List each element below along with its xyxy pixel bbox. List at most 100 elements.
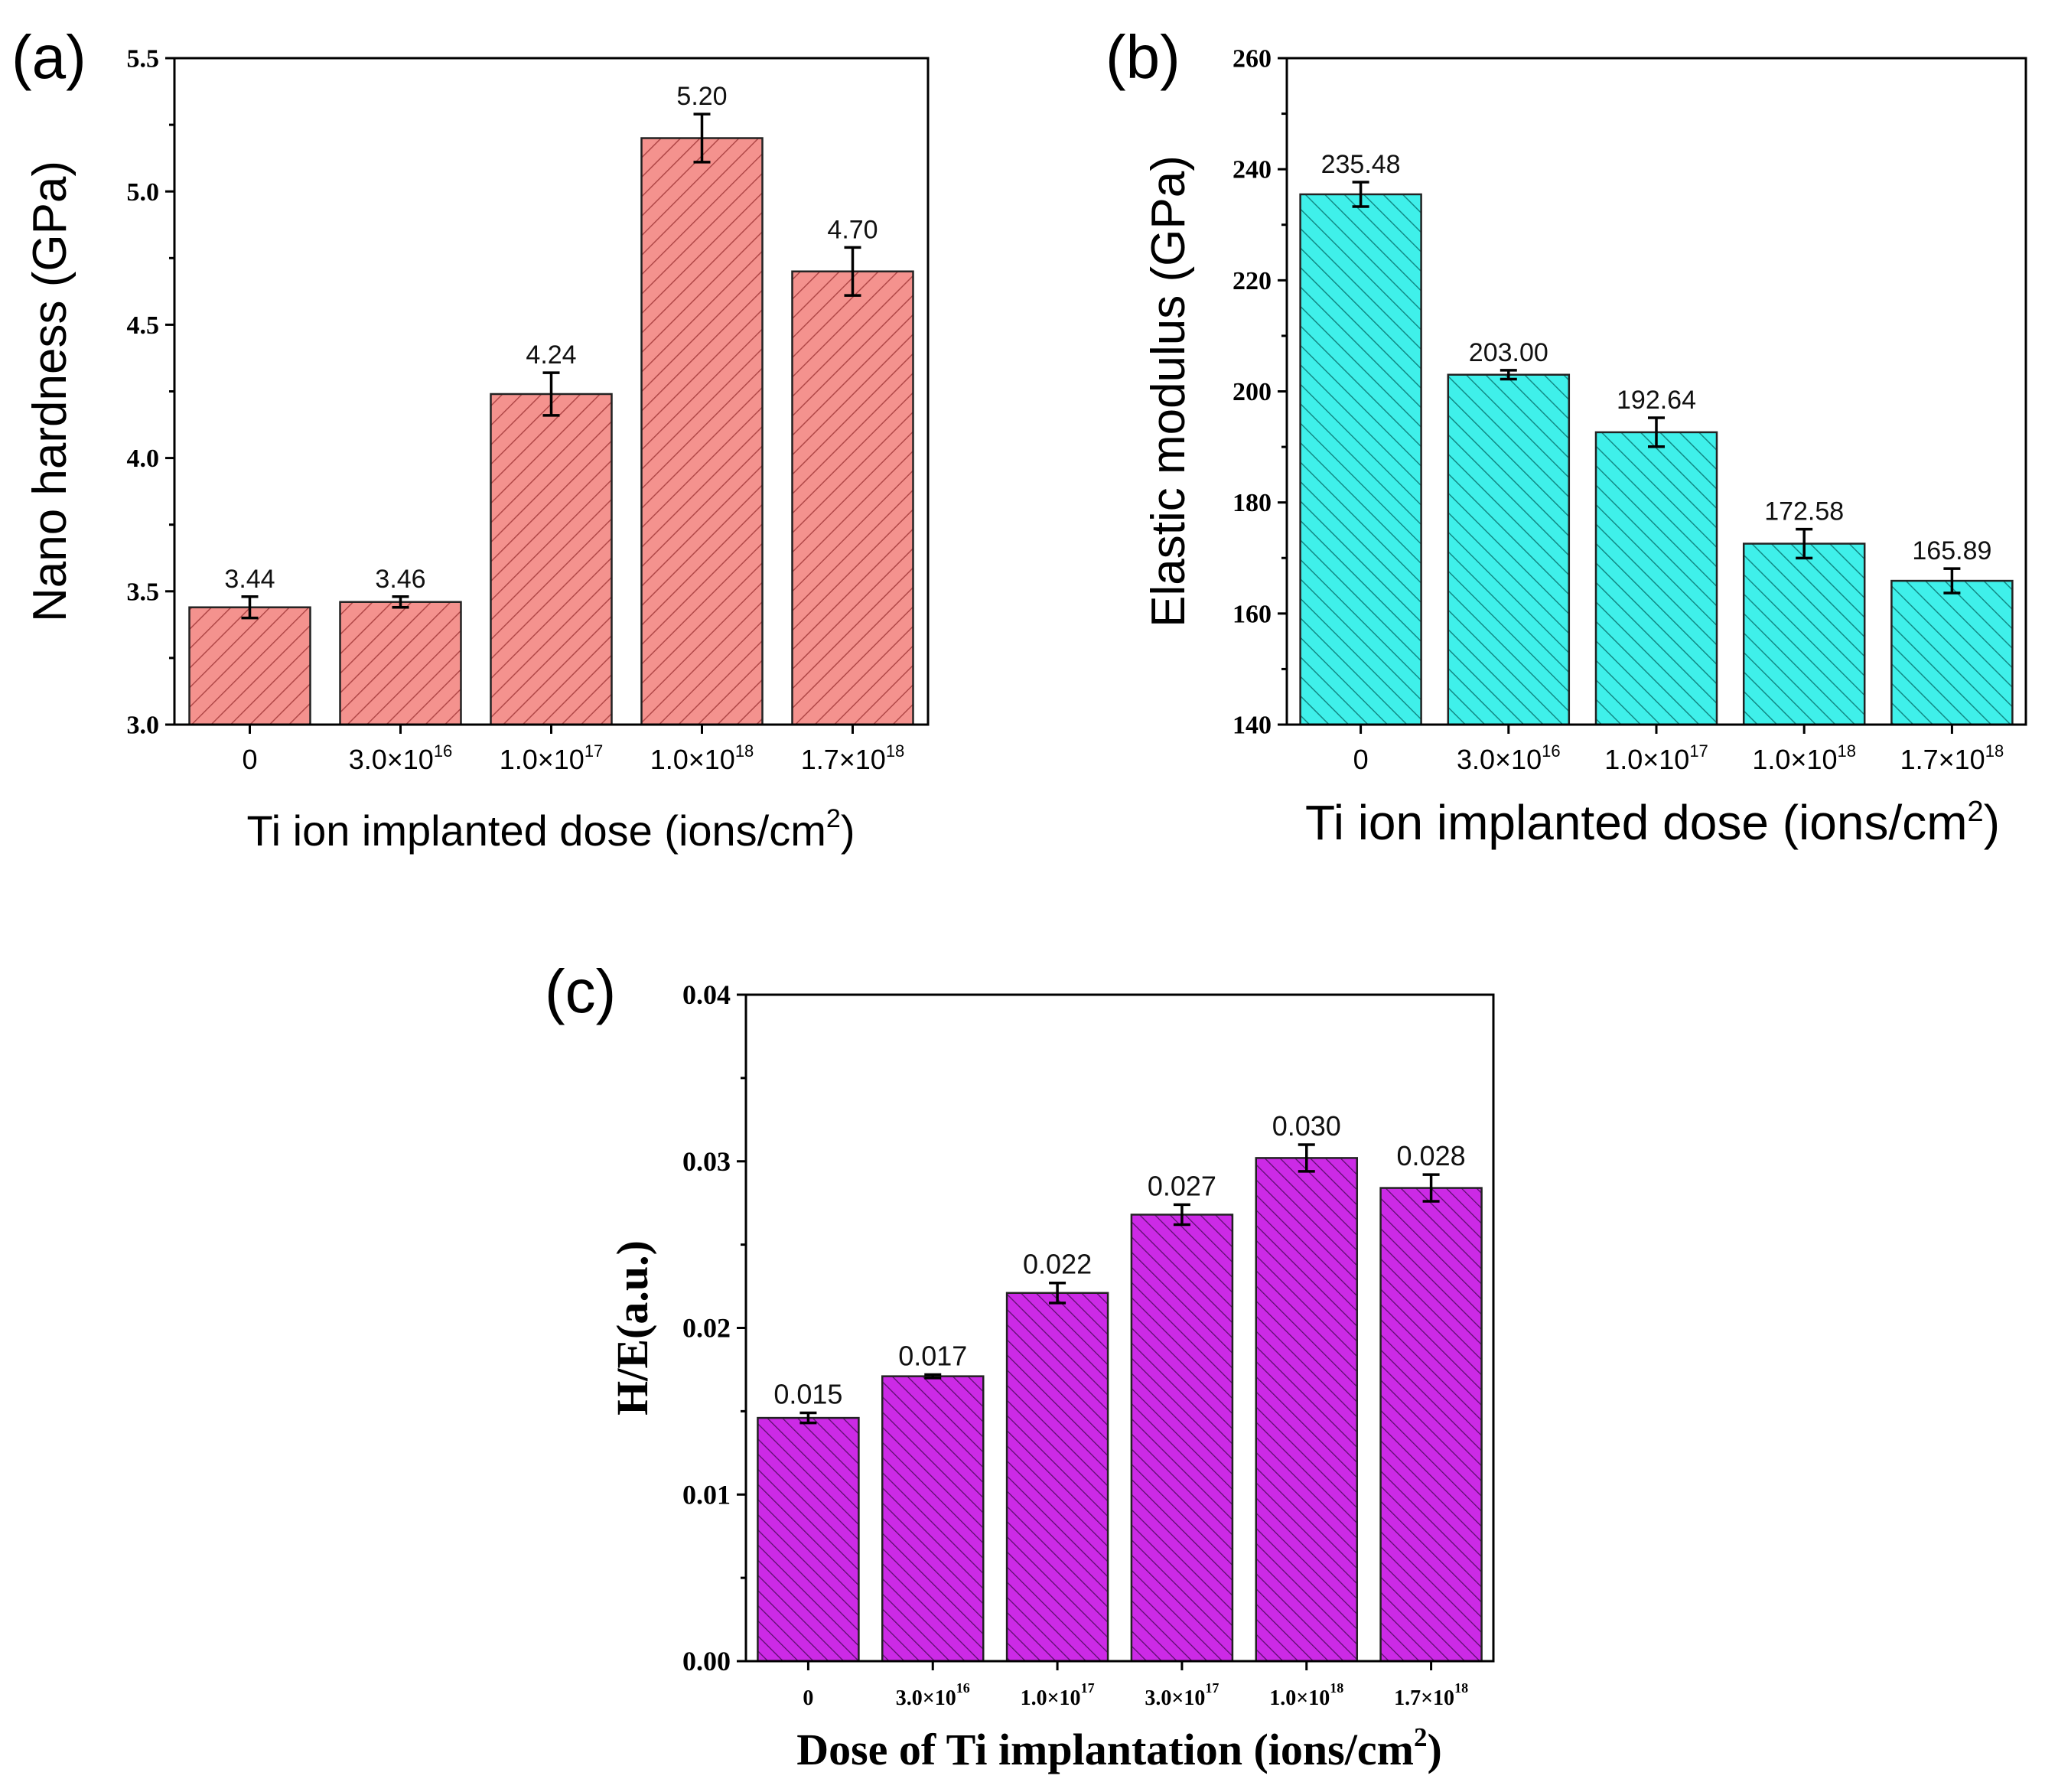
panel-label-b: (b) [1106,23,1180,91]
x-tick-label-b-4: 1.7×1018 [1900,741,2004,775]
y-tick-label-a-5: 5.5 [127,45,160,73]
y-tick-label-b-1: 160 [1233,600,1272,628]
bar-c-3 [1130,1214,1234,1663]
y-axis-label-b: Elastic modulus (GPa) [1142,155,1195,627]
x-tick-label-c-1: 3.0×1016 [896,1680,970,1710]
x-tick-label-exponent: 18 [1838,741,1856,761]
x-axis-label-text: Dose of Ti implantation (ions/cm [796,1725,1414,1774]
value-label-b-3: 172.58 [1764,497,1844,526]
value-label-b-0: 235.48 [1321,150,1401,179]
value-label-c-2: 0.022 [1023,1249,1092,1280]
y-tick-label-b-6: 260 [1233,45,1272,73]
x-axis-label-superscript: 2 [1414,1722,1428,1752]
x-tick-label-base: 1.0×10 [1604,744,1689,775]
value-label-a-3: 5.20 [676,82,727,111]
bar-b-1 [1447,373,1571,726]
value-label-b-2: 192.64 [1617,386,1696,415]
bar-b-2 [1594,431,1718,726]
value-label-c-0: 0.015 [773,1379,842,1410]
bar-a-1 [339,601,462,726]
y-tick-label-b-5: 240 [1233,156,1272,184]
x-tick-label-exponent: 18 [1454,1680,1468,1696]
bar-b-0 [1299,193,1422,726]
x-tick-label-exponent: 18 [1985,741,2004,761]
bar-a-4 [791,270,914,726]
x-tick-label-base: 1.0×10 [500,744,585,775]
x-axis-label-text: Ti ion implanted dose (ions/cm [247,806,826,855]
x-tick-label-base: 1.7×10 [1394,1686,1454,1710]
x-tick-label-base: 1.0×10 [1752,744,1837,775]
x-tick-label-base: 3.0×10 [349,744,434,775]
bar-a-2 [490,393,613,726]
y-tick-label-c-1: 0.01 [682,1479,731,1510]
x-tick-label-exponent: 17 [1205,1680,1219,1696]
x-tick-label-base: 3.0×10 [1457,744,1542,775]
x-tick-label-exponent: 16 [956,1680,970,1696]
panel-b-elastic-modulus-chart: 235.48203.00192.64172.58165.891401601802… [1106,23,2027,850]
x-tick-label-exponent: 18 [1330,1680,1343,1696]
x-axis-label-a: Ti ion implanted dose (ions/cm2) [247,804,855,855]
x-tick-label-c-4: 1.0×1018 [1269,1680,1343,1710]
y-tick-label-c-4: 0.04 [682,979,731,1010]
y-tick-label-a-3: 4.5 [127,311,160,340]
x-tick-label-a-0: 0 [242,744,257,775]
bar-c-0 [757,1416,860,1663]
y-tick-label-b-4: 220 [1233,267,1272,295]
value-label-a-1: 3.46 [375,565,425,594]
y-tick-label-b-0: 140 [1233,712,1272,740]
value-label-a-2: 4.24 [526,340,576,370]
panel-label-a: (a) [11,23,86,91]
x-tick-label-exponent: 18 [735,741,754,761]
bar-a-3 [640,137,764,726]
x-axis-label-text: Ti ion implanted dose (ions/cm [1305,795,1968,850]
bar-c-1 [881,1375,985,1663]
x-axis-label-c: Dose of Ti implantation (ions/cm2) [796,1722,1442,1774]
value-label-a-0: 3.44 [224,565,275,594]
y-tick-label-b-3: 200 [1233,378,1272,406]
y-axis-label-c: H/E(a.u.) [607,1240,657,1416]
panel-a-hardness-chart: 3.44 3.46 4.24 5.20 4.70 3.0 3.5 4.0 4.5 5.0 5.5 0 3… [11,23,930,855]
x-axis-label-superscript: 2 [826,804,841,833]
x-tick-label-base: 1.7×10 [1900,744,1985,775]
x-axis-label-tail: ) [1427,1725,1441,1774]
x-tick-label-b-1: 3.0×1016 [1457,741,1561,775]
x-tick-label-a-4: 1.7×1018 [801,741,905,775]
y-tick-label-a-4: 5.0 [127,178,160,207]
bar-c-2 [1005,1292,1109,1663]
x-axis-label-b: Ti ion implanted dose (ions/cm2) [1305,795,2000,850]
value-label-c-5: 0.028 [1397,1140,1466,1171]
bar-b-3 [1742,542,1866,726]
x-tick-label-exponent: 17 [585,741,603,761]
value-label-c-4: 0.030 [1272,1110,1341,1142]
y-tick-label-b-2: 180 [1233,489,1272,517]
y-axis-label-a: Nano hardness (GPa) [24,161,77,622]
bar-a-0 [188,606,311,726]
x-tick-label-b-2: 1.0×1017 [1604,741,1708,775]
x-tick-label-base: 1.0×10 [650,744,735,775]
x-axis-label-tail: ) [841,806,855,855]
y-tick-label-a-1: 3.5 [127,578,160,606]
value-label-b-4: 165.89 [1912,536,1991,565]
x-tick-label-exponent: 16 [434,741,452,761]
x-tick-label-b-0: 0 [1353,744,1369,775]
value-label-c-3: 0.027 [1148,1170,1216,1201]
x-tick-label-b-3: 1.0×1018 [1752,741,1856,775]
x-tick-label-a-1: 3.0×1016 [349,741,453,775]
bar-c-4 [1255,1157,1358,1663]
x-tick-label-exponent: 18 [886,741,904,761]
x-tick-label-base: 1.0×10 [1021,1686,1081,1710]
x-tick-label-base: 1.0×10 [1269,1686,1330,1710]
value-label-a-4: 4.70 [827,215,878,244]
x-tick-label-exponent: 16 [1542,741,1560,761]
x-tick-label-exponent: 17 [1081,1680,1095,1696]
x-tick-label-c-5: 1.7×1018 [1394,1680,1468,1710]
panel-c-h-over-e-chart: 0.0150.0170.0220.0270.0300.0280.000.010.… [545,957,1495,1774]
x-tick-label-exponent: 17 [1689,741,1708,761]
x-tick-label-base: 3.0×10 [1145,1686,1205,1710]
x-tick-label-base: 1.7×10 [801,744,886,775]
y-tick-label-c-3: 0.03 [682,1146,731,1177]
y-tick-label-c-0: 0.00 [682,1646,731,1676]
y-tick-label-c-2: 0.02 [682,1313,731,1344]
y-tick-label-a-2: 4.0 [127,445,160,473]
